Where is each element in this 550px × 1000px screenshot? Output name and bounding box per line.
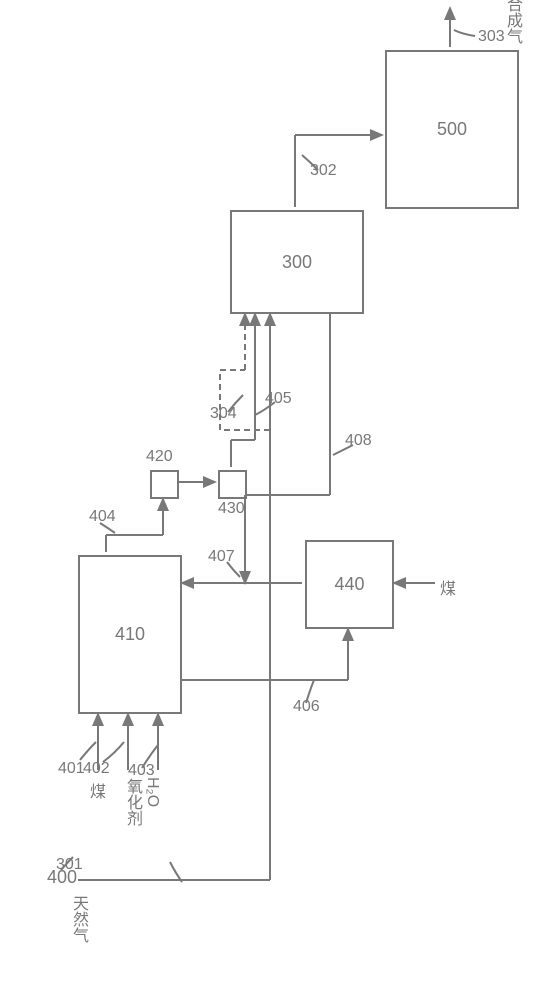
box-300-label: 300: [282, 252, 312, 273]
label-402: 402: [83, 760, 110, 778]
input-h2o: H₂O: [143, 777, 161, 807]
box-420: [150, 470, 179, 499]
input-coal-a: 煤: [90, 778, 106, 802]
box-410-label: 410: [115, 624, 145, 645]
label-401: 401: [58, 760, 85, 778]
label-302: 302: [310, 162, 337, 180]
label-407: 407: [208, 548, 235, 566]
output-syngas: 合成气: [500, 0, 524, 44]
label-420: 420: [146, 448, 173, 466]
box-500-label: 500: [437, 119, 467, 140]
box-440: 440: [305, 540, 394, 629]
input-coal-b: 煤: [440, 575, 456, 599]
label-408: 408: [345, 432, 372, 450]
box-300: 300: [230, 210, 364, 314]
box-500: 500: [385, 50, 519, 209]
box-410: 410: [78, 555, 182, 714]
process-diagram: 300 500 410 440: [0, 0, 550, 1000]
figure-label: 400: [47, 867, 77, 888]
box-440-label: 440: [334, 574, 364, 595]
input-natural-gas: 天然气: [66, 895, 90, 943]
label-430: 430: [218, 500, 245, 518]
label-404: 404: [89, 508, 116, 526]
input-oxidizer: 氧化剂: [120, 778, 144, 826]
label-406: 406: [293, 698, 320, 716]
box-430: [218, 470, 247, 499]
label-405: 405: [265, 390, 292, 408]
label-304: 304: [210, 405, 237, 423]
